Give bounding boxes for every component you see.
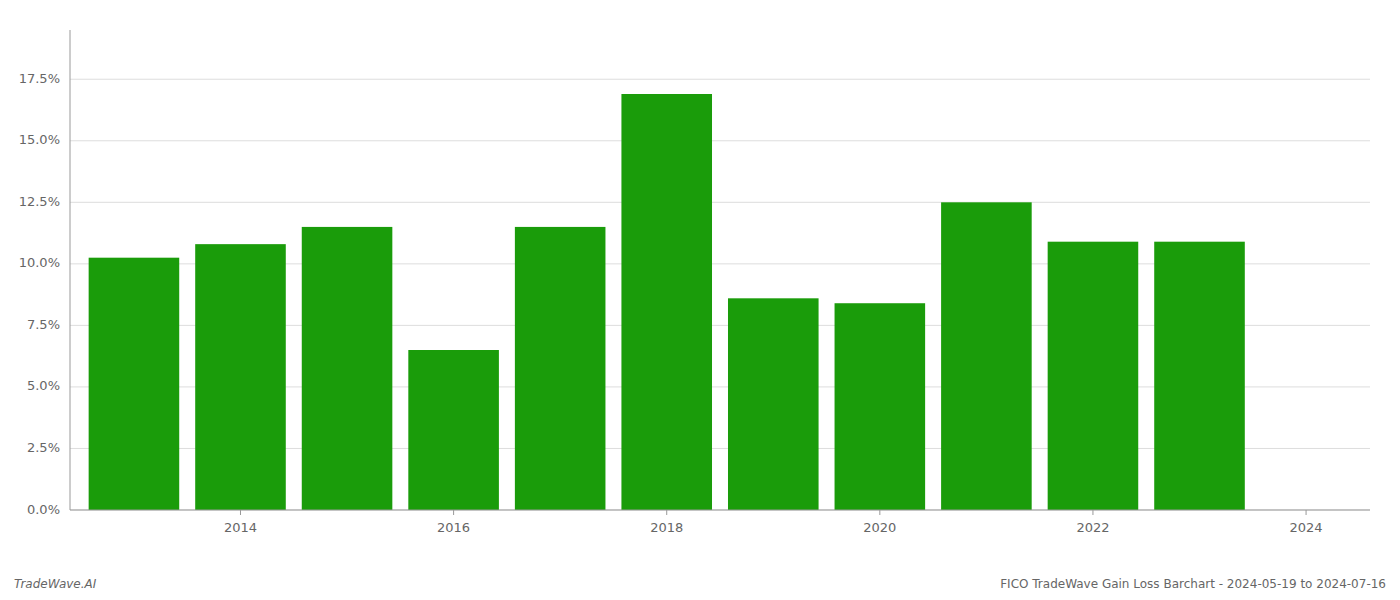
- bar: [941, 202, 1032, 510]
- y-tick-label: 17.5%: [19, 71, 60, 86]
- bar: [621, 94, 712, 510]
- y-tick-label: 10.0%: [19, 255, 60, 270]
- bar: [195, 244, 286, 510]
- bar: [89, 258, 180, 510]
- footer-text: TradeWave.AI: [14, 577, 97, 591]
- y-tick-label: 5.0%: [27, 378, 60, 393]
- y-tick-label: 2.5%: [27, 440, 60, 455]
- x-tick: [666, 510, 667, 515]
- bar: [1048, 242, 1139, 510]
- y-tick-label: 0.0%: [27, 502, 60, 517]
- bar: [408, 350, 499, 510]
- y-tick-label: 15.0%: [19, 132, 60, 147]
- chart-container: 0.0% 2.5% 5.0% 7.5% 10.0% 12.5% 15.0% 17.5% 2014…: [0, 0, 1400, 600]
- x-tick-label: 2018: [650, 520, 683, 535]
- x-tick-label: 2024: [1290, 520, 1323, 535]
- grid-line: [70, 140, 1370, 141]
- y-grid: [70, 79, 1370, 510]
- y-tick-label: 12.5%: [19, 194, 60, 209]
- footer-text: FICO TradeWave Gain Loss Barchart - 2024…: [1000, 577, 1386, 591]
- x-tick: [1092, 510, 1093, 515]
- grid-line: [70, 510, 1370, 511]
- bars: [89, 94, 1245, 510]
- y-axis-line: [70, 30, 71, 510]
- grid-line: [70, 79, 1370, 80]
- x-tick: [879, 510, 880, 515]
- y-tick-label: 7.5%: [27, 317, 60, 332]
- chart-svg: 0.0% 2.5% 5.0% 7.5% 10.0% 12.5% 15.0% 17.5% 2014…: [0, 0, 1400, 600]
- bar: [835, 303, 926, 510]
- x-tick: [240, 510, 241, 515]
- x-tick: [1306, 510, 1307, 515]
- x-tick: [453, 510, 454, 515]
- x-axis-line: [70, 510, 1370, 511]
- bar: [728, 298, 819, 510]
- bar: [302, 227, 393, 510]
- x-tick-label: 2020: [863, 520, 896, 535]
- grid-line: [70, 202, 1370, 203]
- x-tick-label: 2022: [1076, 520, 1109, 535]
- x-tick-label: 2016: [437, 520, 470, 535]
- x-tick-label: 2014: [224, 520, 257, 535]
- bar: [515, 227, 606, 510]
- bar: [1154, 242, 1245, 510]
